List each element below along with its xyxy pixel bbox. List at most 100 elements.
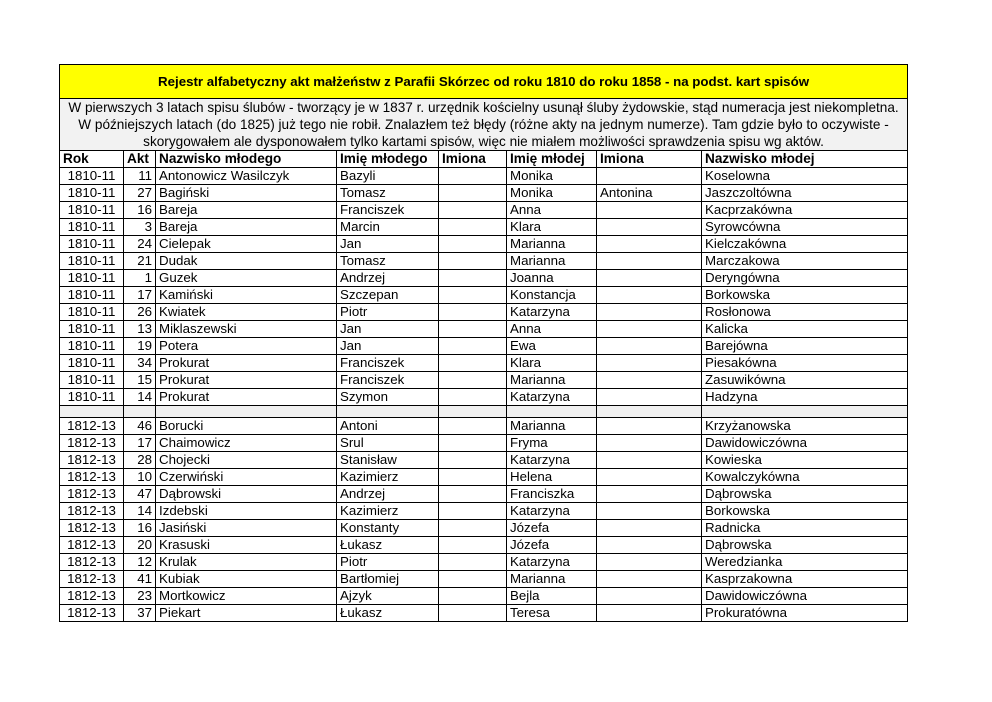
cell-groom-surname: Dąbrowski xyxy=(155,485,337,503)
cell-groom-surname: Krasuski xyxy=(155,536,337,554)
cell-bride-names xyxy=(596,167,702,185)
cell-bride-names xyxy=(596,502,702,520)
title-row: Rejestr alfabetyczny akt małżeństw z Par… xyxy=(58,64,909,99)
cell-groom-name: Łukasz xyxy=(336,604,439,622)
note-row: W pierwszych 3 latach spisu ślubów - two… xyxy=(58,98,909,151)
cell-bride-name: Józefa xyxy=(506,536,597,554)
cell-akt: 11 xyxy=(123,167,156,185)
table-row: 1810-11 13 Miklaszewski Jan Anna Kalicka xyxy=(59,320,909,338)
empty-cell xyxy=(336,405,439,418)
cell-bride-names xyxy=(596,570,702,588)
cell-groom-surname: Kamiński xyxy=(155,286,337,304)
cell-bride-name: Bejla xyxy=(506,587,597,605)
cell-bride-name: Katarzyna xyxy=(506,553,597,571)
cell-groom-names xyxy=(438,468,507,486)
cell-bride-names xyxy=(596,371,702,389)
cell-bride-name: Katarzyna xyxy=(506,388,597,406)
cell-bride-surname: Dawidowiczówna xyxy=(700,587,909,605)
cell-groom-surname: Izdebski xyxy=(155,502,337,520)
cell-bride-surname: Krzyżanowska xyxy=(700,417,909,435)
cell-bride-name: Marianna xyxy=(506,417,597,435)
cell-rok: 1810-11 xyxy=(59,201,124,219)
cell-rok: 1812-13 xyxy=(59,434,124,452)
cell-bride-name: Anna xyxy=(506,320,597,338)
cell-akt: 1 xyxy=(123,269,156,287)
cell-groom-surname: Chaimowicz xyxy=(155,434,337,452)
cell-groom-surname: Krulak xyxy=(155,553,337,571)
cell-groom-surname: Chojecki xyxy=(155,451,337,469)
cell-bride-names xyxy=(596,201,702,219)
cell-akt: 17 xyxy=(123,434,156,452)
cell-bride-names xyxy=(596,519,702,537)
cell-rok: 1810-11 xyxy=(59,337,124,355)
cell-groom-names xyxy=(438,354,507,372)
separator-row xyxy=(59,405,909,418)
cell-rok: 1812-13 xyxy=(59,604,124,622)
cell-bride-surname: Rosłonowa xyxy=(700,303,909,321)
cell-groom-names xyxy=(438,485,507,503)
cell-groom-name: Piotr xyxy=(336,553,439,571)
cell-groom-names xyxy=(438,320,507,338)
cell-rok: 1810-11 xyxy=(59,218,124,236)
cell-akt: 47 xyxy=(123,485,156,503)
empty-cell xyxy=(438,405,507,418)
table-row: 1810-11 24 Cielepak Jan Marianna Kielczakówna xyxy=(59,235,909,253)
cell-bride-names xyxy=(596,604,702,622)
cell-bride-name: Marianna xyxy=(506,371,597,389)
cell-rok: 1812-13 xyxy=(59,570,124,588)
cell-rok: 1810-11 xyxy=(59,167,124,185)
cell-bride-surname: Borkowska xyxy=(700,502,909,520)
cell-bride-names xyxy=(596,434,702,452)
cell-groom-surname: Mortkowicz xyxy=(155,587,337,605)
cell-rok: 1810-11 xyxy=(59,286,124,304)
empty-cell xyxy=(59,405,124,418)
cell-akt: 16 xyxy=(123,201,156,219)
register-title: Rejestr alfabetyczny akt małżeństw z Par… xyxy=(58,64,909,99)
empty-cell xyxy=(700,405,909,418)
cell-bride-name: Konstancja xyxy=(506,286,597,304)
table-row: 1812-13 20 Krasuski Łukasz Józefa Dąbrowska xyxy=(59,536,909,554)
table-row: 1810-11 15 Prokurat Franciszek Marianna Zasuw… xyxy=(59,371,909,389)
cell-groom-name: Jan xyxy=(336,320,439,338)
cell-akt: 34 xyxy=(123,354,156,372)
col-header-bride-surname: Nazwisko młodej xyxy=(700,150,909,168)
cell-bride-surname: Piesakówna xyxy=(700,354,909,372)
cell-rok: 1810-11 xyxy=(59,252,124,270)
cell-groom-names xyxy=(438,388,507,406)
cell-groom-name: Stanisław xyxy=(336,451,439,469)
cell-rok: 1812-13 xyxy=(59,451,124,469)
cell-groom-surname: Prokurat xyxy=(155,388,337,406)
cell-groom-names xyxy=(438,286,507,304)
table-row: 1812-13 41 Kubiak Bartłomiej Marianna Kasprza… xyxy=(59,570,909,588)
cell-groom-name: Jan xyxy=(336,337,439,355)
cell-bride-names xyxy=(596,417,702,435)
empty-cell xyxy=(596,405,702,418)
cell-bride-name: Józefa xyxy=(506,519,597,537)
cell-bride-names xyxy=(596,451,702,469)
empty-cell xyxy=(123,405,156,418)
cell-groom-surname: Jasiński xyxy=(155,519,337,537)
cell-bride-name: Helena xyxy=(506,468,597,486)
cell-groom-surname: Miklaszewski xyxy=(155,320,337,338)
cell-bride-name: Fryma xyxy=(506,434,597,452)
cell-groom-name: Szymon xyxy=(336,388,439,406)
cell-groom-names xyxy=(438,604,507,622)
cell-groom-surname: Kubiak xyxy=(155,570,337,588)
cell-groom-name: Bartłomiej xyxy=(336,570,439,588)
cell-groom-name: Kazimierz xyxy=(336,468,439,486)
cell-bride-surname: Dąbrowska xyxy=(700,485,909,503)
cell-groom-names xyxy=(438,184,507,202)
cell-akt: 23 xyxy=(123,587,156,605)
cell-groom-name: Franciszek xyxy=(336,371,439,389)
cell-bride-name: Klara xyxy=(506,354,597,372)
cell-bride-surname: Dąbrowska xyxy=(700,536,909,554)
cell-rok: 1810-11 xyxy=(59,184,124,202)
cell-bride-names xyxy=(596,388,702,406)
cell-akt: 27 xyxy=(123,184,156,202)
cell-bride-surname: Borkowska xyxy=(700,286,909,304)
cell-bride-name: Franciszka xyxy=(506,485,597,503)
table-row: 1810-11 19 Potera Jan Ewa Barejówna xyxy=(59,337,909,355)
cell-groom-surname: Borucki xyxy=(155,417,337,435)
cell-groom-name: Łukasz xyxy=(336,536,439,554)
col-header-bride-names: Imiona xyxy=(596,150,702,168)
